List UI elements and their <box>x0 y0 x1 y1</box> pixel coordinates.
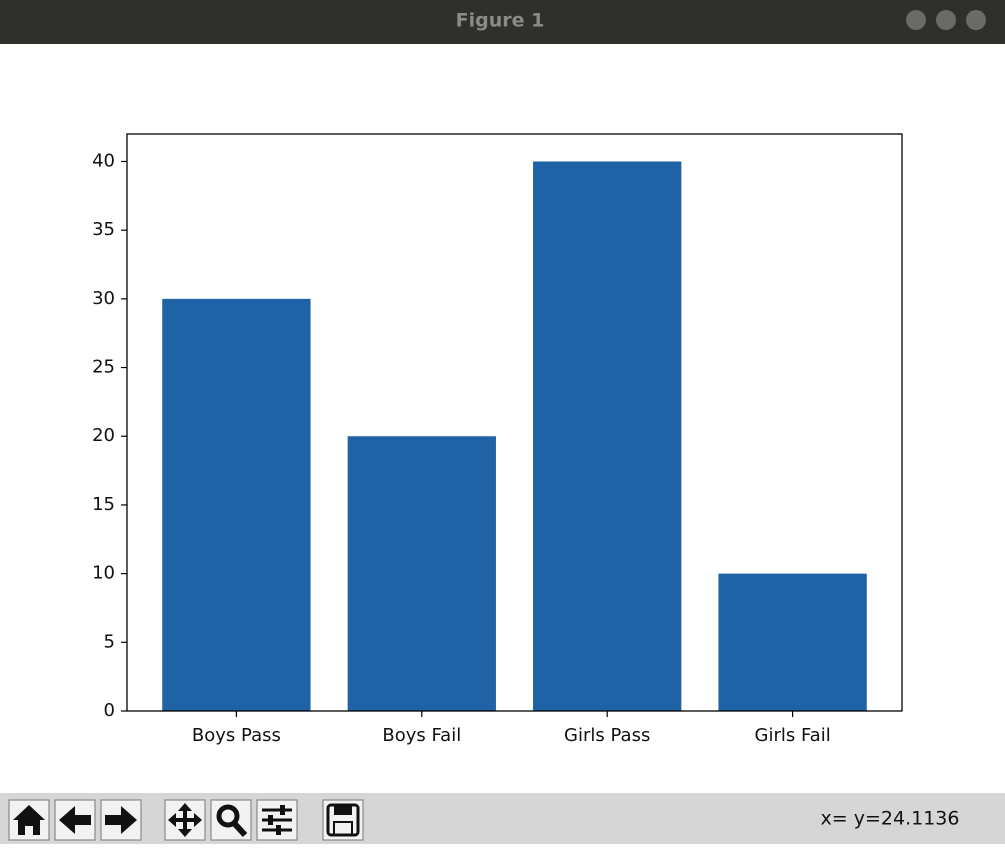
bar <box>162 298 311 711</box>
y-tick-label: 40 <box>92 150 115 171</box>
home-button[interactable] <box>8 799 50 841</box>
title-bar <box>0 0 1005 44</box>
y-tick-label: 10 <box>92 563 115 584</box>
back-button[interactable] <box>54 799 96 841</box>
close-button[interactable] <box>966 10 986 30</box>
bar <box>718 573 867 711</box>
bar <box>533 161 682 711</box>
y-tick-label: 20 <box>92 425 115 446</box>
minimize-button[interactable] <box>906 10 926 30</box>
window-title: Figure 1 <box>456 10 545 32</box>
axes-frame <box>126 133 903 712</box>
save-button[interactable] <box>322 799 364 841</box>
y-tick-label: 35 <box>92 219 115 240</box>
status-text: x= y=24.1136 <box>821 808 960 830</box>
y-tick-label: 5 <box>104 631 115 652</box>
y-tick-label: 25 <box>92 357 115 378</box>
pan-button[interactable] <box>164 799 206 841</box>
y-tick-label: 15 <box>92 494 115 515</box>
zoom-button[interactable] <box>210 799 252 841</box>
x-tick-label: Boys Fail <box>382 725 461 746</box>
forward-button[interactable] <box>100 799 142 841</box>
x-tick-label: Boys Pass <box>192 725 281 746</box>
y-tick-label: 30 <box>92 288 115 309</box>
x-tick-label: Girls Pass <box>564 725 650 746</box>
maximize-button[interactable] <box>936 10 956 30</box>
y-tick-label: 0 <box>104 700 115 721</box>
configure-button[interactable] <box>256 799 298 841</box>
plot: 0 5 10 15 20 25 30 35 40 Boys Pass Boys Fail Girls … <box>92 150 867 746</box>
bar <box>347 436 496 711</box>
x-tick-label: Girls Fail <box>755 725 831 746</box>
